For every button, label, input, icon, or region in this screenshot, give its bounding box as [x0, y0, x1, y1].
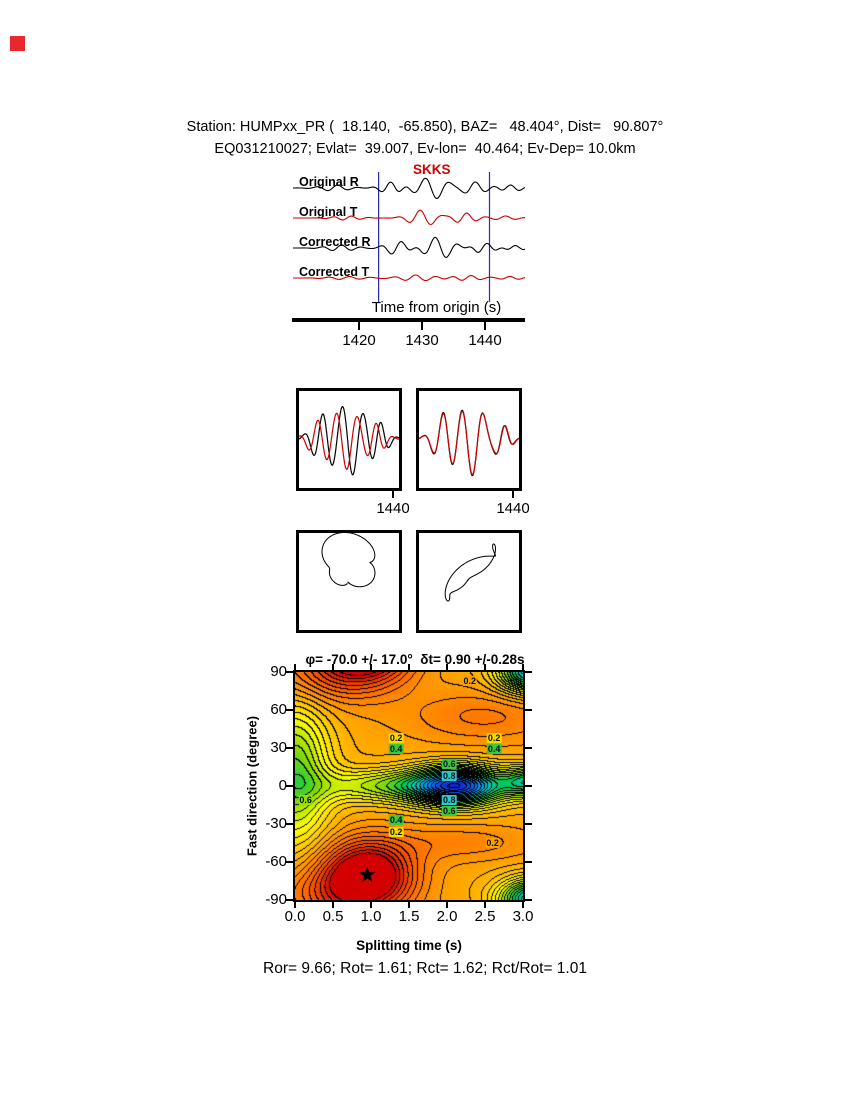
time-tick-label: 1420	[342, 332, 376, 349]
splitting-time-axis-label: Splitting time (s)	[356, 938, 462, 953]
error-surface-frame	[293, 670, 525, 902]
phase-label: SKKS	[413, 162, 451, 177]
contour-value-label: 0.8	[442, 770, 457, 781]
axis-tick	[525, 671, 532, 673]
seismogram-traces-plot	[293, 172, 525, 302]
contour-value-label: 0.2	[486, 732, 502, 743]
contour-value-label: 0.4	[486, 744, 502, 755]
y-tick-label: 60	[270, 701, 287, 718]
contour-value-label: 0.2	[485, 838, 500, 848]
x-tick-label: 0.5	[322, 908, 344, 925]
x-tick-label: 0.0	[284, 908, 306, 925]
axis-tick	[525, 747, 532, 749]
y-tick-label: 30	[270, 739, 287, 756]
window-tick-label: 1440	[376, 500, 410, 517]
window-tick-label: 1440	[496, 500, 530, 517]
y-tick-label: 90	[270, 663, 287, 680]
y-tick-label: -90	[265, 891, 287, 908]
particle-motion-panel-left	[296, 530, 402, 633]
contour-value-label: 0.6	[442, 759, 457, 770]
particle-motion-plot-left	[321, 532, 376, 588]
axis-tick	[286, 861, 293, 863]
axis-tick	[370, 664, 372, 670]
time-tick	[484, 322, 486, 330]
x-tick-label: 2.0	[436, 908, 458, 925]
window-compare-plot-left	[298, 406, 400, 476]
contour-value-label: 0.6	[442, 806, 457, 817]
window-tick	[512, 491, 514, 498]
axis-tick	[408, 902, 410, 908]
splitting-result-title: φ= -70.0 +/- 17.0° δt= 0.90 +/-0.28s	[305, 652, 525, 667]
axis-tick	[286, 785, 293, 787]
window-tick	[392, 491, 394, 498]
axis-tick	[525, 861, 532, 863]
best-solution-star: ★	[357, 861, 378, 887]
axis-tick	[408, 664, 410, 670]
axis-tick	[332, 902, 334, 908]
trace-label-corrected-t: Corrected T	[299, 265, 370, 279]
axis-tick	[286, 823, 293, 825]
time-tick	[358, 322, 360, 330]
x-tick-label: 2.5	[474, 908, 496, 925]
axis-tick	[525, 899, 532, 901]
y-tick-label: 0	[278, 777, 287, 794]
axis-tick	[484, 664, 486, 670]
window-compare-panel-right	[416, 388, 522, 491]
time-tick-label: 1440	[468, 332, 502, 349]
axis-tick	[286, 671, 293, 673]
axis-tick	[525, 823, 532, 825]
contour-value-label: 0.8	[442, 794, 457, 805]
contour-value-label: 0.6	[298, 794, 313, 805]
time-tick-label: 1430	[405, 332, 439, 349]
x-tick-label: 1.5	[398, 908, 420, 925]
contour-value-label: 0.2	[462, 675, 478, 686]
time-axis-line	[292, 318, 525, 322]
axis-tick	[286, 709, 293, 711]
station-header: Station: HUMPxx_PR ( 18.140, -65.850), B…	[186, 119, 664, 135]
axis-tick	[446, 664, 448, 670]
contour-value-label: 0.4	[388, 744, 404, 755]
axis-tick	[525, 709, 532, 711]
window-compare-plot-right	[418, 409, 520, 477]
axis-tick	[294, 664, 296, 670]
particle-motion-plot-right	[444, 543, 496, 602]
axis-tick	[332, 664, 334, 670]
contour-value-label: 0.4	[388, 815, 404, 826]
particle-motion-panel-right	[416, 530, 522, 633]
time-axis-label: Time from origin (s)	[371, 299, 502, 316]
x-tick-label: 1.0	[360, 908, 382, 925]
contour-value-label: 0.2	[388, 732, 404, 743]
time-tick	[421, 322, 423, 330]
axis-tick	[286, 899, 293, 901]
axis-tick	[370, 902, 372, 908]
page-corner-mark	[10, 36, 25, 51]
axis-tick	[484, 902, 486, 908]
axis-tick	[525, 785, 532, 787]
trace-label-original-r: Original R	[299, 175, 359, 189]
axis-tick	[294, 902, 296, 908]
axis-tick	[522, 902, 524, 908]
contour-value-label: 0.2	[388, 826, 404, 837]
quality-metrics-footer: Ror= 9.66; Rot= 1.61; Rct= 1.62; Rct/Rot…	[263, 960, 587, 977]
event-header: EQ031210027; Evlat= 39.007, Ev-lon= 40.4…	[214, 141, 636, 157]
axis-tick	[286, 747, 293, 749]
y-tick-label: -30	[265, 815, 287, 832]
x-tick-label: 3.0	[512, 908, 534, 925]
trace-label-original-t: Original T	[299, 205, 358, 219]
error-surface-canvas	[295, 672, 523, 900]
trace-label-corrected-r: Corrected R	[299, 235, 371, 249]
y-tick-label: -60	[265, 853, 287, 870]
window-compare-panel-left	[296, 388, 402, 491]
axis-tick	[446, 902, 448, 908]
axis-tick	[522, 664, 524, 670]
